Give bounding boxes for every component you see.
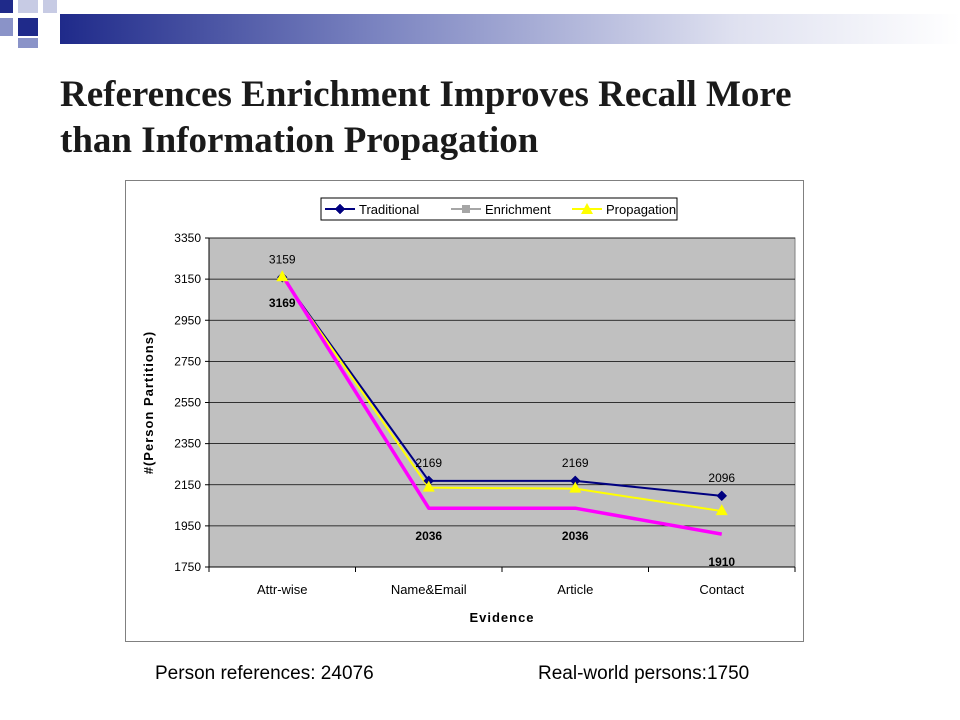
decor-square-light [18,0,38,13]
data-point-propagation [276,270,289,282]
legend-marker-enrichment [462,205,470,213]
y-tick-label: 2550 [174,396,201,410]
decor-square-mid [0,18,13,36]
data-label: 2036 [562,529,589,543]
header-gradient-bar [60,14,960,44]
y-tick-label: 3350 [174,231,201,245]
x-tick-label: Name&Email [391,582,467,597]
line-chart: 1750 1950 2150 2350 2550 2750 2950 3150 3350 Attr… [141,197,796,625]
y-tick-label: 1750 [174,560,201,574]
legend-marker-traditional [334,203,346,215]
y-tick-label: 1950 [174,519,201,533]
legend-box [320,197,678,221]
decor-square-light-2 [43,0,57,13]
x-tick-label: Article [557,582,593,597]
data-label: 3169 [269,296,296,310]
y-tick-label: 2750 [174,354,201,368]
legend-label-propagation: Propagation [606,202,676,217]
data-label: 2169 [562,456,589,470]
data-label: 1910 [708,555,735,569]
slide-title: References Enrichment Improves Recall Mo… [60,72,950,164]
chart-container: 1750 1950 2150 2350 2550 2750 2950 3150 3350 Attr… [125,180,804,642]
x-axis-title: Evidence [469,610,534,625]
x-tick-label: Attr-wise [257,582,308,597]
series-line-propagation [281,276,722,513]
data-point-propagation [569,481,582,493]
data-label: 2096 [708,471,735,485]
data-label: 2169 [415,456,442,470]
decor-square-dark [0,0,13,13]
y-tick-label: 2150 [174,478,201,492]
legend-label-traditional: Traditional [359,202,419,217]
series-line-enrichment [280,274,723,536]
decor-square-light-3 [18,38,38,48]
y-axis-title: #(Person Partitions) [141,331,156,475]
data-point-traditional [716,490,728,502]
footer-real-world-persons: Real-world persons:1750 [538,663,750,684]
legend-marker-propagation [581,203,593,214]
slide-title-line-1: References Enrichment Improves Recall Mo… [60,74,792,115]
slide-title-line-2: than Information Propagation [60,120,539,161]
decor-square-dark-2 [18,18,38,36]
x-tick-label: Contact [699,582,744,597]
data-point-propagation [715,504,728,516]
series-line-traditional [281,276,722,497]
legend-label-enrichment: Enrichment [485,202,551,217]
data-point-propagation [422,480,435,492]
y-tick-label: 2350 [174,437,201,451]
y-tick-label: 2950 [174,313,201,327]
data-label: 2036 [415,529,442,543]
footer-person-references: Person references: 24076 [155,663,374,684]
data-label: 3159 [269,252,296,266]
y-tick-label: 3150 [174,272,201,286]
